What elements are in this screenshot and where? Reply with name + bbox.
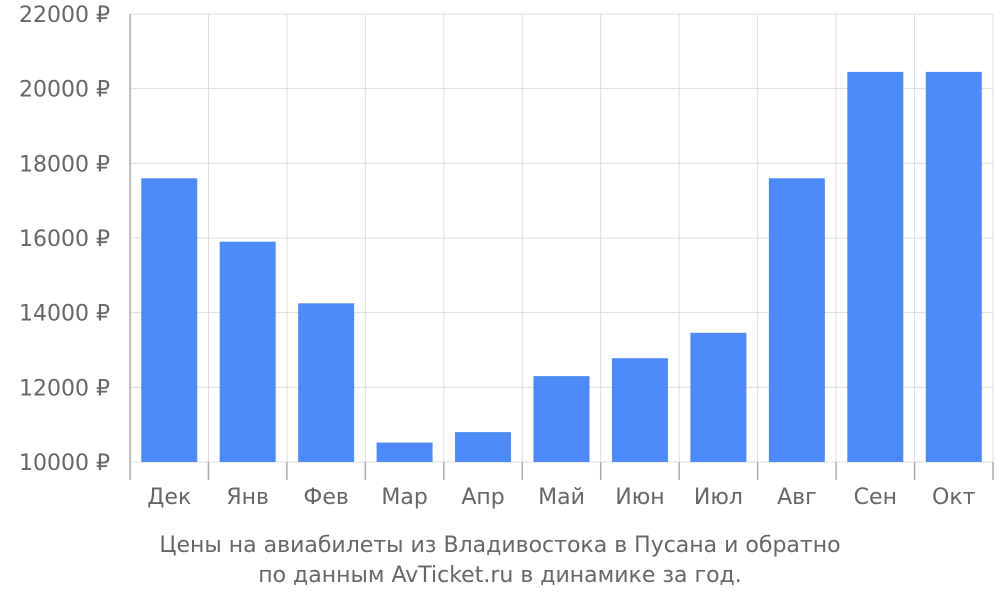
bar-Янв (219, 241, 276, 462)
bar-Мар (376, 442, 433, 462)
x-category-label-4: Апр (461, 485, 504, 510)
y-tick-label-4: 18000 ₽ (19, 152, 110, 177)
x-category-label-9: Сен (854, 485, 897, 510)
x-category-label-8: Авг (777, 485, 817, 510)
x-category-label-5: Май (538, 485, 585, 510)
x-category-label-3: Мар (381, 485, 427, 510)
x-category-label-7: Июл (694, 485, 743, 510)
y-tick-label-3: 16000 ₽ (19, 227, 110, 252)
bar-Авг (768, 178, 825, 462)
bar-Июн (611, 358, 668, 462)
x-category-label-2: Фев (303, 485, 348, 510)
chart-title-line-2: по данным AvTicket.ru в динамике за год. (258, 563, 742, 588)
bar-Окт (925, 71, 982, 462)
bar-Фев (298, 303, 355, 462)
x-category-label-10: Окт (932, 485, 976, 510)
bar-Июл (690, 332, 747, 462)
y-tick-label-0: 10000 ₽ (19, 451, 110, 476)
y-tick-label-5: 20000 ₽ (19, 78, 110, 103)
y-tick-label-2: 14000 ₽ (19, 302, 110, 327)
x-category-label-0: Дек (147, 485, 191, 510)
x-category-label-1: Янв (226, 485, 269, 510)
chart-title-line-1: Цены на авиабилеты из Владивостока в Пус… (159, 533, 841, 558)
y-tick-label-1: 12000 ₽ (19, 376, 110, 401)
bar-Апр (455, 432, 512, 462)
bar-Дек (141, 178, 198, 462)
y-tick-label-6: 22000 ₽ (19, 3, 110, 28)
bar-Май (533, 376, 590, 462)
x-category-label-6: Июн (615, 485, 664, 510)
bar-Сен (847, 71, 904, 462)
